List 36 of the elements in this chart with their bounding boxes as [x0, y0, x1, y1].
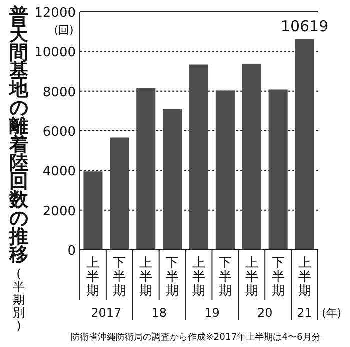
text: (半期別): [13, 267, 25, 333]
bar: [110, 138, 130, 250]
bar: [216, 90, 235, 250]
x-axis-title: (年): [322, 307, 342, 320]
y-tick-label: 0: [68, 244, 76, 259]
x-tick-label: 上半期: [86, 256, 100, 299]
bar: [136, 88, 156, 250]
x-tick-label: 下半期: [113, 256, 126, 299]
text: 20: [257, 306, 273, 320]
bar: [295, 39, 314, 250]
y-tick-label: 12000: [34, 6, 76, 21]
y-axis-title: (回): [54, 24, 74, 37]
x-tick-label: 上半期: [245, 256, 258, 299]
bar: [242, 64, 262, 250]
bar: [268, 90, 288, 250]
bar: [84, 172, 103, 250]
text: 18: [152, 306, 167, 320]
x-tick-label: 上半期: [192, 256, 206, 299]
bar: [163, 108, 182, 250]
x-tick-label: 上半期: [298, 256, 312, 299]
x-tick-label: 上半期: [140, 256, 153, 299]
text: 防衛省沖縄防衛局の調査から作成※2017年上半期は4〜6月分: [71, 332, 321, 343]
x-tick-label: 下半期: [272, 256, 285, 299]
y-tick-label: 10000: [34, 46, 76, 61]
x-tick-label: 下半期: [166, 256, 180, 299]
chart-title: 普天間基地の離着陸回数の推移: [10, 5, 28, 266]
text: 21: [297, 306, 312, 320]
y-tick-label: 4000: [42, 164, 76, 180]
bar: [189, 64, 209, 250]
y-tick-label: 6000: [42, 125, 76, 140]
y-tick-label: 8000: [42, 85, 76, 100]
text: 2017: [91, 306, 122, 320]
data-label: 10619: [280, 17, 329, 36]
y-tick-label: 2000: [42, 204, 76, 220]
x-tick-label: 下半期: [218, 256, 232, 299]
text: 19: [204, 306, 220, 320]
